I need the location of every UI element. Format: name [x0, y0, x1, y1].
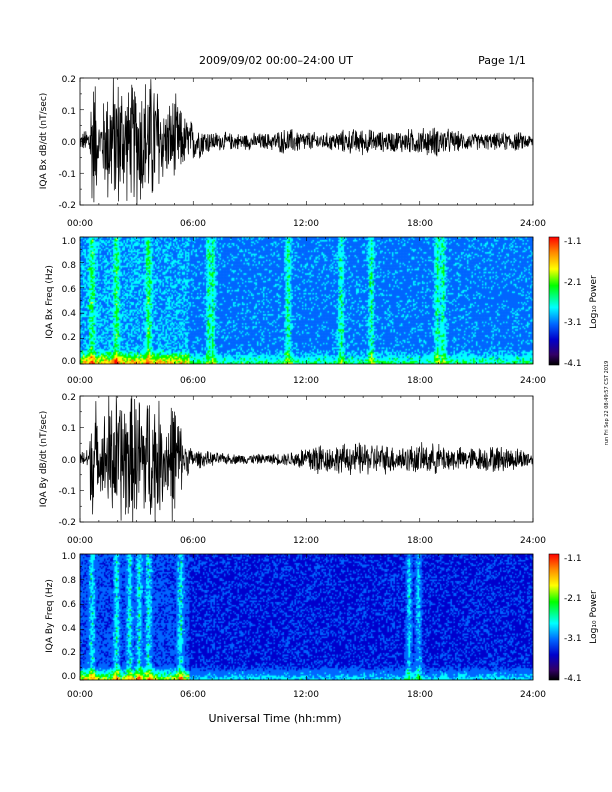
bx-freq-ytick: 0.4	[62, 309, 77, 319]
bx-spectrogram-panel: IQA Bx Freq (Hz) 1.0 0.8 0.6 0.4 0.2 0.0…	[45, 236, 599, 386]
by-freq-ytick: 0.0	[62, 672, 77, 682]
by-dbdt-ytick: -0.2	[58, 518, 76, 528]
by-dbdt-ytick: -0.1	[58, 487, 76, 497]
x-tick-label: 24:00	[520, 536, 546, 546]
x-tick-label: 24:00	[520, 690, 546, 700]
bx-dbdt-ytick: -0.2	[58, 201, 76, 211]
x-tick-label: 24:00	[520, 376, 546, 386]
colorbar-tick: -3.1	[564, 318, 582, 328]
colorbar-tick: -2.1	[564, 278, 582, 288]
by-freq-ytick: 0.6	[62, 600, 77, 610]
x-tick-label: 18:00	[407, 536, 433, 546]
x-tick-label: 12:00	[293, 536, 319, 546]
x-tick-label: 06:00	[180, 219, 206, 229]
x-tick-label: 00:00	[67, 536, 93, 546]
by-dbdt-panel: IQA By dB/dt (nT/sec) 0.2 0.1 0.0 -0.1 -…	[39, 393, 546, 546]
figure-title: 2009/09/02 00:00–24:00 UT	[199, 54, 353, 67]
x-tick-label: 18:00	[407, 690, 433, 700]
bx-dbdt-ytick: 0.1	[62, 107, 76, 117]
by-spectrogram-image	[80, 554, 533, 680]
by-dbdt-trace	[80, 396, 533, 522]
by-freq-ytick: 0.8	[62, 576, 77, 586]
bx-colorbar-scale	[548, 236, 560, 366]
bx-dbdt-ytick: 0.0	[62, 138, 77, 148]
bx-freq-ytick: 0.8	[62, 261, 77, 271]
x-tick-label: 06:00	[180, 536, 206, 546]
x-tick-label: 12:00	[293, 219, 319, 229]
x-axis-label: Universal Time (hh:mm)	[209, 712, 342, 725]
colorbar-tick: -1.1	[564, 554, 582, 564]
x-tick-label: 00:00	[67, 376, 93, 386]
by-colorbar-scale	[548, 553, 560, 681]
bx-freq-ytick: 1.0	[62, 237, 77, 247]
x-tick-label: 06:00	[180, 376, 206, 386]
bx-dbdt-ylabel: IQA Bx dB/dt (nT/sec)	[39, 93, 49, 190]
bx-dbdt-ytick: 0.2	[62, 75, 76, 85]
bx-spectrogram-image	[80, 237, 533, 364]
by-dbdt-ylabel: IQA By dB/dt (nT/sec)	[39, 411, 49, 508]
by-spectrogram-ylabel: IQA By Freq (Hz)	[45, 579, 55, 653]
run-timestamp: run Fri Sep 22 08:49:57 CST 2019	[604, 361, 610, 446]
bx-dbdt-trace	[80, 78, 533, 205]
colorbar-tick: -2.1	[564, 594, 582, 604]
by-dbdt-ytick: 0.2	[62, 393, 76, 403]
colorbar-label: Log₁₀ Power	[589, 590, 599, 644]
by-dbdt-ytick: 0.1	[62, 424, 76, 434]
by-spectrogram-panel: IQA By Freq (Hz) 1.0 0.8 0.6 0.4 0.2 0.0…	[45, 552, 599, 700]
x-tick-label: 24:00	[520, 219, 546, 229]
bx-freq-ytick: 0.0	[62, 357, 77, 367]
bx-spectrogram-ylabel: IQA Bx Freq (Hz)	[45, 265, 55, 339]
by-freq-ytick: 0.2	[62, 648, 76, 658]
x-tick-label: 00:00	[67, 219, 93, 229]
colorbar-tick: -3.1	[564, 634, 582, 644]
colorbar-label: Log₁₀ Power	[589, 275, 599, 329]
bx-dbdt-panel: IQA Bx dB/dt (nT/sec) 0.2 0.1 0.0 -0.1 -…	[39, 75, 546, 229]
x-tick-label: 18:00	[407, 219, 433, 229]
colorbar-tick: -4.1	[564, 359, 582, 369]
bx-dbdt-ytick: -0.1	[58, 170, 76, 180]
page-indicator: Page 1/1	[478, 54, 526, 67]
by-colorbar: -1.1 -2.1 -3.1 -4.1 Log₁₀ Power	[548, 553, 599, 684]
x-tick-label: 06:00	[180, 690, 206, 700]
by-dbdt-ytick: 0.0	[62, 456, 77, 466]
bx-freq-ytick: 0.2	[62, 333, 76, 343]
bx-freq-ytick: 0.6	[62, 285, 77, 295]
bx-colorbar: -1.1 -2.1 -3.1 -4.1 Log₁₀ Power	[548, 236, 599, 369]
by-freq-ytick: 1.0	[62, 552, 77, 562]
by-freq-ytick: 0.4	[62, 624, 77, 634]
x-tick-label: 12:00	[293, 690, 319, 700]
colorbar-tick: -4.1	[564, 674, 582, 684]
x-tick-label: 12:00	[293, 376, 319, 386]
colorbar-tick: -1.1	[564, 237, 582, 247]
x-tick-label: 00:00	[67, 690, 93, 700]
x-tick-label: 18:00	[407, 376, 433, 386]
